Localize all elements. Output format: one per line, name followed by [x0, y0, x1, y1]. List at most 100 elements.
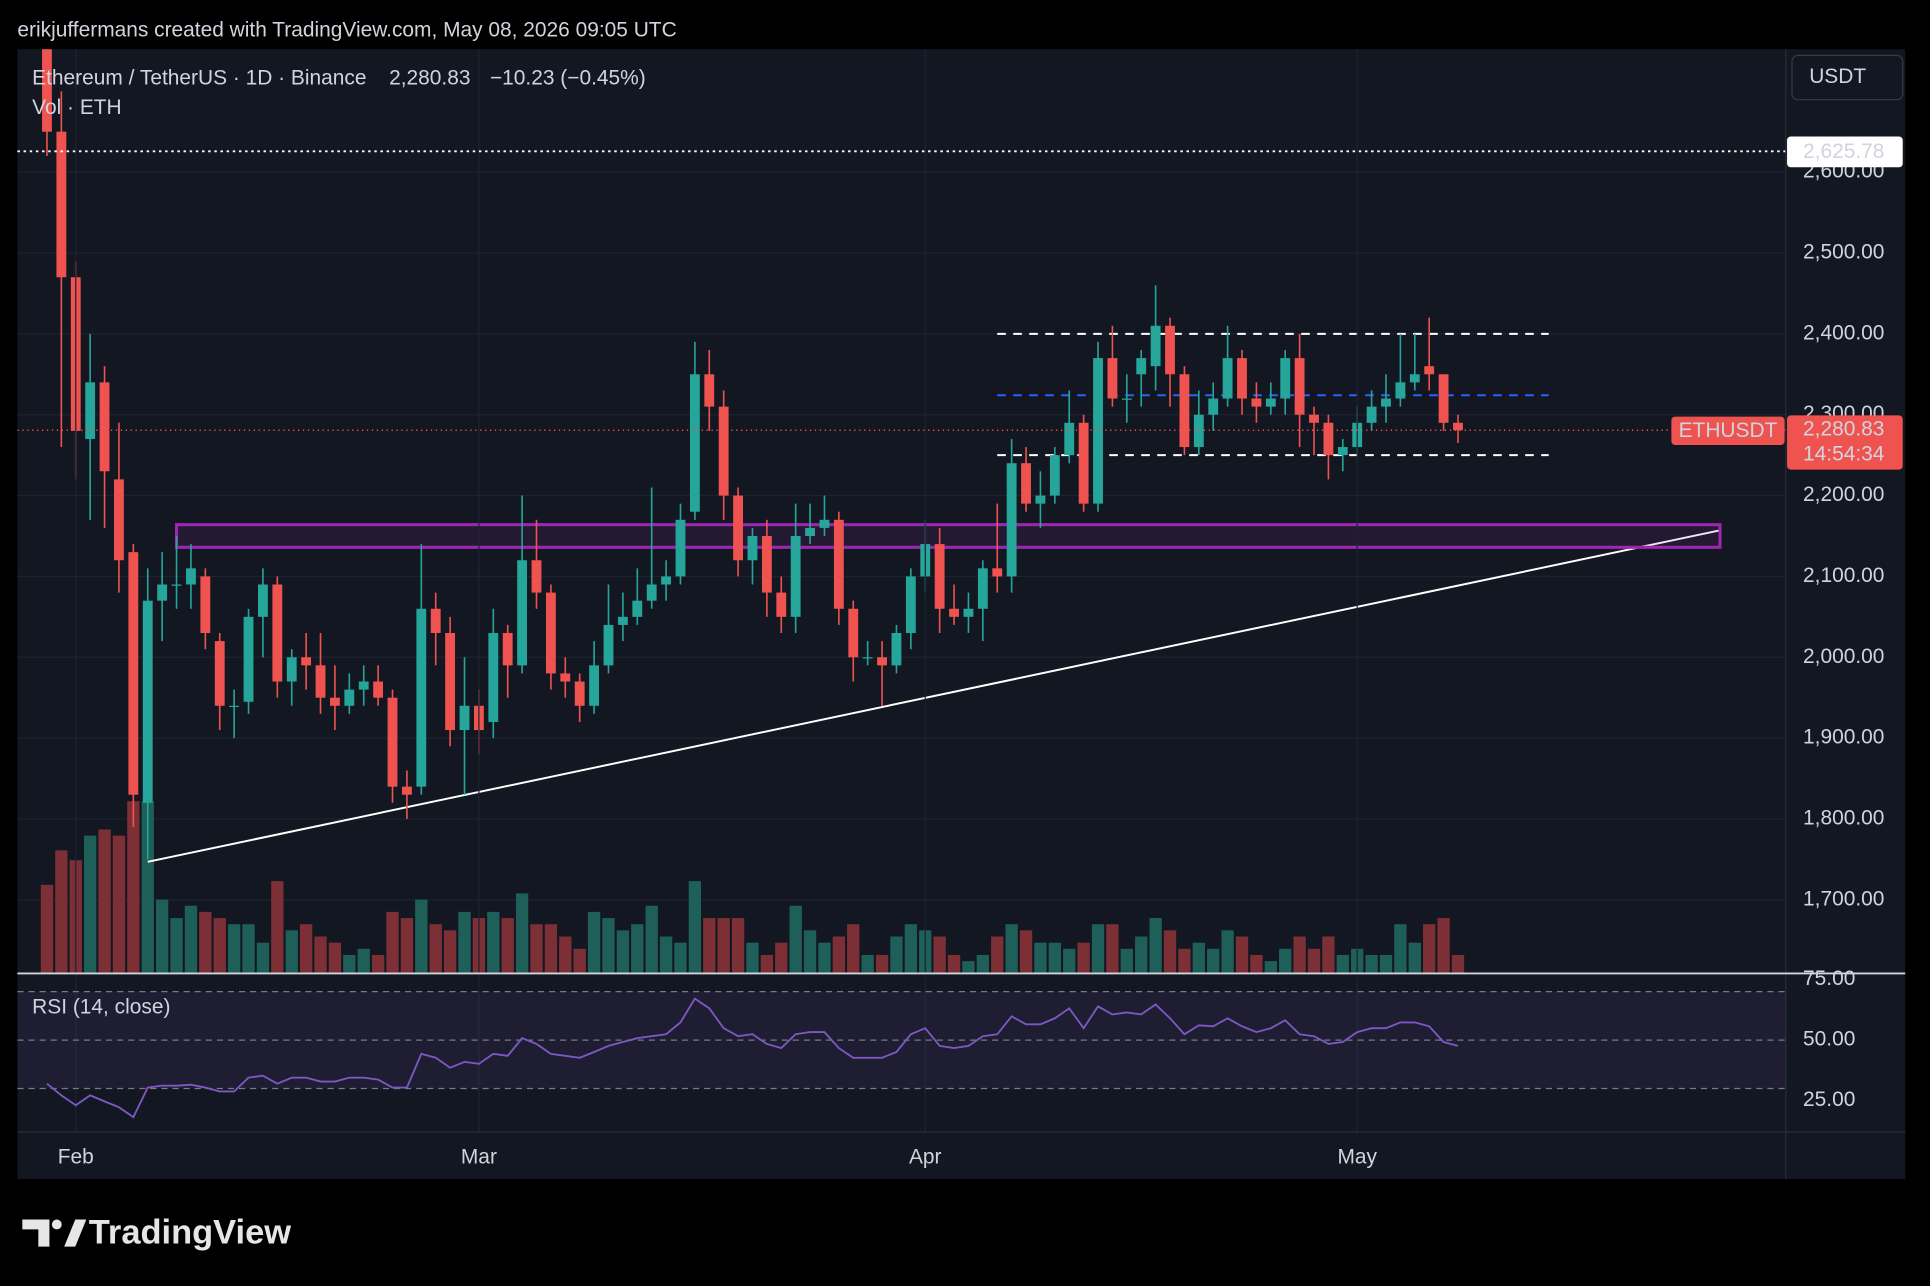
currency-box[interactable]	[1791, 54, 1904, 101]
candle-body	[1222, 358, 1233, 399]
candle-body	[891, 633, 902, 666]
volume-bar	[904, 924, 918, 974]
candle-body	[373, 681, 384, 698]
rsi-band	[17, 991, 1786, 1089]
candle-body	[1035, 495, 1046, 504]
volume-bar	[170, 918, 183, 974]
rsi-tick-label: 50.00	[1803, 1028, 1855, 1051]
candle-body	[833, 519, 844, 609]
candle-body	[315, 665, 326, 698]
candle-body	[1409, 374, 1420, 383]
volume-bar	[184, 905, 198, 974]
rsi-tick-label: 75.00	[1803, 967, 1855, 990]
volume-bar	[83, 835, 97, 974]
y-tick-label: 2,500.00	[1803, 241, 1884, 264]
volume-bar	[789, 905, 802, 974]
volume-bar	[127, 801, 140, 974]
candle-body	[171, 584, 182, 586]
volume-bar	[875, 954, 889, 974]
candle-body	[574, 681, 585, 706]
candle-body	[905, 576, 916, 634]
volume-bar	[947, 954, 961, 974]
volume-bar	[717, 918, 730, 974]
candle-body	[286, 657, 297, 682]
y-tick-label: 1,800.00	[1803, 807, 1884, 830]
volume-bar	[544, 924, 558, 974]
candle-body	[1453, 422, 1463, 431]
candle-body	[128, 552, 139, 795]
candle-body	[1323, 422, 1334, 456]
candle-body	[675, 519, 686, 577]
volume-bar	[141, 801, 154, 974]
symbol-tag	[1671, 416, 1785, 445]
volume-bar	[703, 918, 716, 974]
y-tick-label: 1,700.00	[1803, 887, 1884, 910]
candle-body	[445, 633, 456, 731]
volume-bar	[890, 936, 903, 974]
volume-bar	[1322, 936, 1335, 974]
level-tag-label: 2,625.78	[1803, 140, 1884, 163]
volume-bar	[98, 829, 111, 974]
candle-body	[1165, 325, 1175, 375]
volume-bar	[659, 936, 673, 974]
volume-bar	[1135, 936, 1148, 974]
volume-bar	[1293, 936, 1306, 974]
candle-body	[186, 568, 196, 585]
volume-bar	[1423, 924, 1436, 974]
candle-body	[416, 608, 427, 787]
volume-bar	[818, 942, 831, 974]
volume-bar	[1019, 930, 1033, 974]
candle-body	[1294, 358, 1305, 415]
volume-bar	[933, 936, 946, 974]
candle-body	[733, 495, 743, 561]
candle-body	[589, 665, 600, 706]
volume-bar	[746, 942, 759, 974]
volume-bar	[645, 905, 658, 974]
candle-body	[689, 374, 700, 512]
volume-bar	[299, 924, 313, 974]
candle-body	[344, 689, 355, 706]
candle-body	[1078, 422, 1089, 504]
volume-bar	[803, 930, 817, 974]
candle-body	[949, 608, 959, 617]
candle-body	[459, 705, 470, 731]
candle-body	[646, 584, 657, 601]
y-tick-label: 2,400.00	[1803, 321, 1884, 344]
candle-body	[819, 519, 830, 528]
rsi-name: RSI (14, close)	[32, 995, 170, 1018]
volume-bar	[1437, 918, 1450, 974]
volume-bar	[1120, 948, 1133, 974]
candle-body	[301, 657, 312, 666]
price-tag	[1787, 415, 1903, 470]
brand-name: TradingView	[89, 1213, 291, 1251]
volume-bar	[1207, 948, 1220, 974]
volume-bar	[112, 835, 126, 974]
volume-bar	[1178, 948, 1191, 974]
volume-bar	[760, 954, 774, 974]
volume-bar	[602, 918, 615, 974]
candle-body	[862, 657, 873, 659]
volume-bar	[1005, 924, 1018, 974]
candle-body	[1237, 358, 1247, 399]
candle-body	[517, 560, 528, 666]
y-tick-label: 2,200.00	[1803, 483, 1884, 506]
candle-body	[848, 608, 859, 658]
volume-bar	[573, 948, 586, 974]
candle-body	[99, 382, 110, 472]
volume-bar	[976, 954, 989, 974]
candle-body	[1107, 358, 1118, 399]
volume-bar	[1063, 948, 1076, 974]
volume-bar	[559, 936, 572, 974]
volume-bar	[587, 911, 601, 974]
volume-bar	[1307, 948, 1321, 974]
volume-bar	[55, 850, 68, 974]
volume-bar	[847, 924, 860, 974]
candle-body	[704, 374, 715, 407]
volume-bar	[343, 954, 356, 974]
candle-body	[1438, 374, 1449, 423]
candle-body	[258, 584, 268, 617]
candle-body	[142, 600, 153, 803]
candle-body	[229, 705, 240, 708]
y-tick-label: 2,100.00	[1803, 564, 1884, 587]
candle-body	[1121, 398, 1132, 400]
